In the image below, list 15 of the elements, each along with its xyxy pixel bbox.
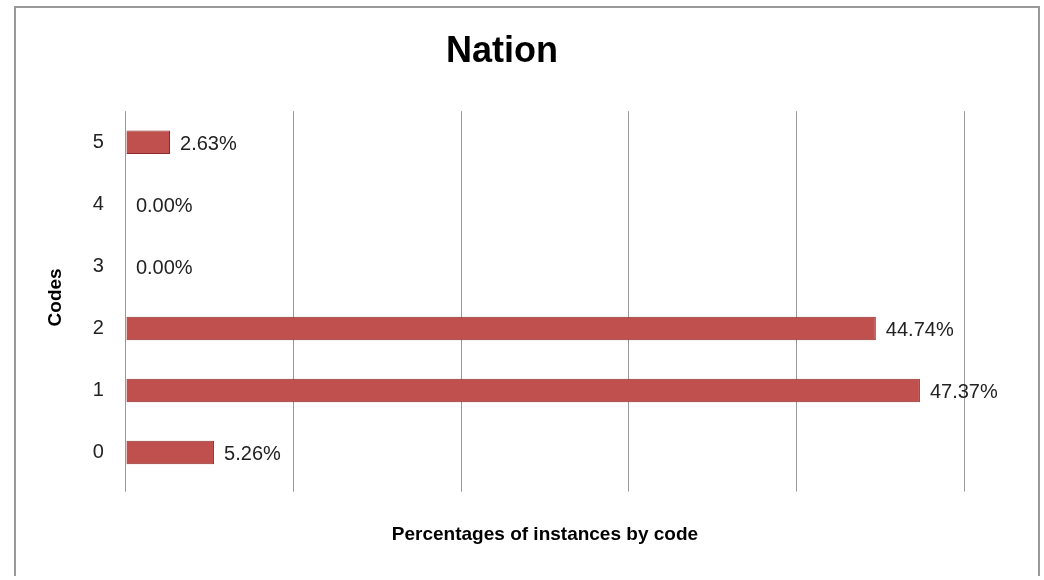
- data-label: 0.00%: [135, 193, 193, 216]
- y-tick-label: 2: [92, 315, 104, 338]
- y-tick-label: 5: [92, 129, 104, 152]
- y-tick-label: 3: [92, 253, 104, 276]
- data-label: 47.37%: [929, 380, 998, 403]
- data-label: 5.26%: [224, 442, 282, 465]
- data-label: 2.63%: [180, 131, 237, 154]
- y-tick-label: 4: [92, 191, 104, 214]
- y-axis-title: Codes: [43, 268, 65, 327]
- data-label: 0.00%: [135, 255, 193, 278]
- y-tick-label: 0: [92, 440, 104, 463]
- chart-title: Nation: [446, 28, 558, 70]
- x-axis-title: Percentages of instances by code: [391, 522, 699, 544]
- data-label: 44.74%: [885, 317, 954, 340]
- y-tick-label: 1: [92, 378, 104, 401]
